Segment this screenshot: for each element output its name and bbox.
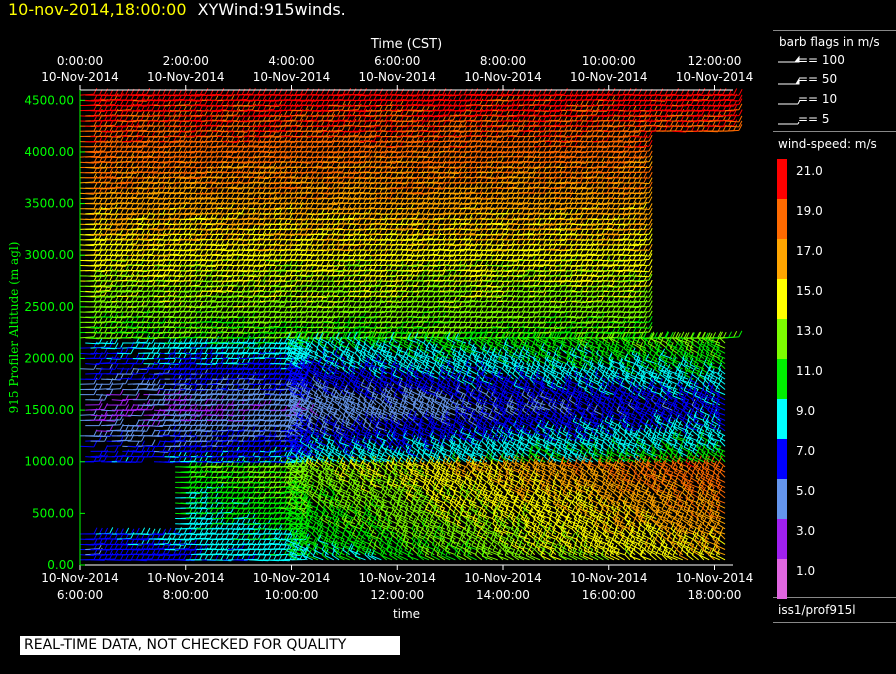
wind-barb [90, 445, 109, 452]
barb-feather [98, 191, 103, 198]
barb-shaft [106, 445, 121, 447]
barb-layer [79, 87, 743, 562]
barb-feather [119, 423, 124, 431]
wind-barb [79, 341, 98, 349]
wind-barb [79, 87, 98, 96]
barb-feather [93, 87, 98, 95]
barb-shaft [85, 238, 100, 241]
barb-shaft [79, 414, 94, 416]
wind-barb [90, 340, 108, 349]
wind-barb [111, 449, 130, 458]
barb-feather [204, 88, 209, 95]
wind-barb [122, 419, 140, 427]
barb-shaft [79, 554, 94, 557]
barb-feather [125, 527, 130, 535]
wind-barb [191, 88, 209, 96]
wind-barb [79, 440, 98, 448]
wind-barb [79, 330, 98, 339]
wind-barb [138, 439, 156, 447]
wind-barb [111, 527, 130, 535]
wind-barb [127, 527, 146, 535]
barb-feather [125, 449, 130, 456]
barb-feather [140, 402, 145, 410]
barb-shaft [85, 151, 100, 154]
barb-shaft [101, 342, 116, 345]
wind-barb [143, 528, 161, 535]
title-bar: 10-nov-2014,18:00:00 XYWind:915winds. [8, 0, 346, 19]
wind-barb [85, 232, 103, 241]
barb-shaft [127, 414, 142, 417]
wind-barb [127, 402, 145, 411]
barb-feather [93, 175, 98, 183]
barb-feather [103, 340, 108, 348]
barb-shaft [85, 456, 100, 458]
barb-feather [151, 439, 156, 446]
barb-feather [146, 527, 151, 535]
wind-barb [154, 527, 172, 535]
barb-shaft [85, 342, 100, 345]
wind-barb [138, 361, 156, 370]
barb-feather [104, 403, 108, 410]
title-product: XYWind:915winds. [198, 0, 346, 19]
wind-barb [101, 445, 119, 453]
barb-feather [98, 403, 103, 410]
barb-feather [98, 206, 103, 214]
barb-feather [162, 382, 167, 389]
wind-barb [85, 373, 103, 380]
wind-barb [148, 382, 167, 390]
wind-barb [122, 527, 140, 535]
wind-barb [132, 87, 151, 96]
barb-feather [146, 87, 151, 95]
barb-feather [93, 373, 98, 380]
barb-feather [93, 330, 98, 338]
wind-barb [95, 527, 114, 535]
barb-shaft [85, 363, 100, 365]
barb-feather [98, 434, 103, 441]
barb-feather [167, 527, 172, 535]
title-datetime: 10-nov-2014,18:00:00 [8, 0, 187, 19]
barb-feather [98, 373, 103, 380]
barb-shaft [79, 352, 94, 355]
barb-shaft [106, 388, 121, 390]
barb-feather [98, 527, 103, 535]
barb-feather [98, 304, 103, 312]
wind-barb [79, 527, 98, 535]
barb-feather [151, 361, 156, 369]
wind-barb [79, 373, 98, 380]
barb-shaft [101, 450, 116, 453]
barb-feather [98, 547, 103, 555]
barb-shaft [79, 336, 94, 339]
barb-feather [141, 527, 146, 534]
barb-feather [93, 527, 98, 534]
barb-feather [141, 222, 145, 229]
barb-feather [130, 176, 135, 183]
barb-shaft [143, 383, 158, 386]
wind-barb [79, 429, 98, 437]
barb-shaft [106, 419, 121, 421]
barb-feather [98, 232, 103, 240]
barb-shaft [79, 445, 94, 448]
barb-shaft [111, 383, 126, 385]
barb-feather [93, 440, 98, 448]
